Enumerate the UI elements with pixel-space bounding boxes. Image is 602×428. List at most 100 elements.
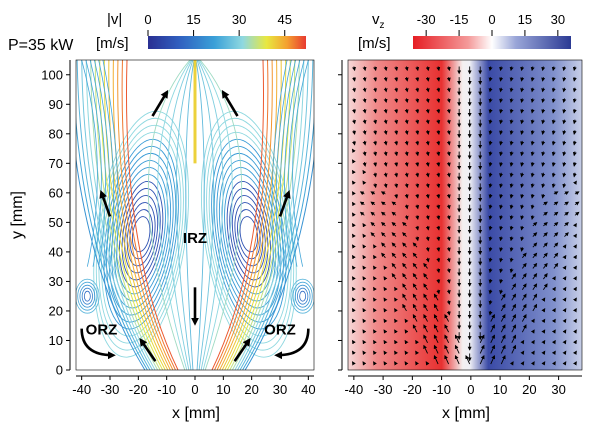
velocity-vector [499, 236, 504, 242]
velocity-vector [521, 252, 527, 259]
velocity-vector [573, 329, 577, 334]
x-tick-label: -30 [374, 382, 393, 397]
velocity-vector [373, 98, 378, 104]
velocity-vector [509, 257, 514, 263]
velocity-vector [521, 273, 527, 280]
velocity-vector [573, 254, 577, 260]
velocity-vector [543, 232, 548, 237]
velocity-vector [479, 344, 485, 354]
velocity-vector [351, 254, 356, 260]
velocity-vector [499, 193, 504, 199]
velocity-vector [362, 276, 367, 281]
velocity-vector [383, 151, 388, 157]
velocity-vector [394, 286, 398, 292]
velocity-vector [488, 215, 493, 220]
velocity-vector [391, 262, 397, 269]
velocity-vector [562, 66, 567, 72]
velocity-vector [511, 303, 516, 312]
velocity-vector [415, 108, 420, 114]
velocity-vector [573, 339, 577, 345]
velocity-vector [520, 87, 525, 93]
velocity-vector [404, 172, 409, 178]
colorbar-tick-label: 30 [551, 12, 565, 27]
velocity-vector [352, 87, 356, 93]
y-tick-label: 20 [49, 303, 63, 318]
velocity-vector [573, 233, 577, 239]
velocity-vector [551, 350, 556, 355]
velocity-vector [383, 318, 388, 324]
velocity-vector [423, 273, 428, 280]
flow-arrow [139, 338, 157, 362]
corner-vortex-streamline [290, 278, 314, 314]
central-streamline [197, 60, 224, 370]
velocity-vector [562, 244, 567, 249]
velocity-vector [509, 183, 514, 189]
velocity-vector [423, 293, 428, 301]
velocity-vector [362, 318, 367, 324]
x-tick-label: -20 [403, 382, 422, 397]
velocity-vector [423, 283, 428, 290]
velocity-vector [362, 307, 367, 313]
velocity-vector [446, 193, 451, 199]
velocity-vector [551, 162, 556, 167]
velocity-vector [520, 225, 525, 231]
velocity-vector [415, 162, 420, 167]
velocity-vector [415, 350, 419, 355]
right-colorbar-ticks: -30 -15 0 15 30 [417, 12, 565, 36]
velocity-vector [564, 201, 569, 206]
velocity-vector [446, 204, 451, 210]
velocity-vector [532, 232, 538, 237]
velocity-vector [532, 283, 538, 290]
velocity-vector [436, 162, 441, 167]
flow-arrow [99, 190, 112, 217]
velocity-vector [520, 247, 525, 252]
velocity-vector [488, 268, 493, 274]
velocity-vector [521, 303, 527, 312]
velocity-vector [499, 257, 504, 263]
velocity-vector [423, 324, 428, 333]
jet-streamline [216, 60, 273, 370]
x-tick-label: -40 [344, 382, 363, 397]
velocity-vector [488, 98, 493, 104]
velocity-vector [562, 350, 567, 355]
velocity-vector [404, 215, 409, 220]
velocity-vector [511, 334, 516, 344]
velocity-vector [351, 233, 356, 239]
velocity-vector [425, 204, 430, 210]
velocity-vector [499, 108, 504, 114]
velocity-vector [530, 87, 535, 93]
vortex-streamline [211, 138, 287, 330]
velocity-vector [351, 212, 356, 217]
velocity-vector [562, 276, 567, 281]
velocity-vector [415, 77, 420, 82]
velocity-vector [488, 247, 493, 252]
velocity-vector [488, 119, 493, 125]
outer-streamline [288, 60, 305, 267]
velocity-vector [404, 193, 409, 199]
velocity-vector [352, 66, 356, 72]
velocity-vector [446, 310, 451, 316]
velocity-vector [373, 361, 377, 366]
velocity-vector [530, 215, 535, 220]
velocity-vector [404, 119, 409, 125]
velocity-vector [425, 66, 430, 72]
colorbar-tick-label: 0 [144, 12, 151, 27]
velocity-vector [412, 313, 418, 322]
velocity-vector [530, 140, 535, 146]
velocity-vector [362, 254, 367, 260]
velocity-vector [520, 361, 525, 366]
velocity-vector [509, 236, 514, 242]
velocity-vector [530, 193, 535, 199]
velocity-vector [381, 252, 386, 259]
velocity-vector [532, 303, 538, 312]
velocity-vector [564, 221, 569, 227]
velocity-vector [415, 225, 420, 231]
velocity-vector [530, 162, 535, 167]
velocity-vector [425, 151, 430, 157]
velocity-vector [446, 140, 451, 146]
velocity-vector [383, 307, 388, 313]
velocity-vector [530, 318, 535, 324]
velocity-vector [499, 140, 504, 146]
velocity-vector [562, 183, 567, 189]
velocity-vector [572, 130, 577, 135]
